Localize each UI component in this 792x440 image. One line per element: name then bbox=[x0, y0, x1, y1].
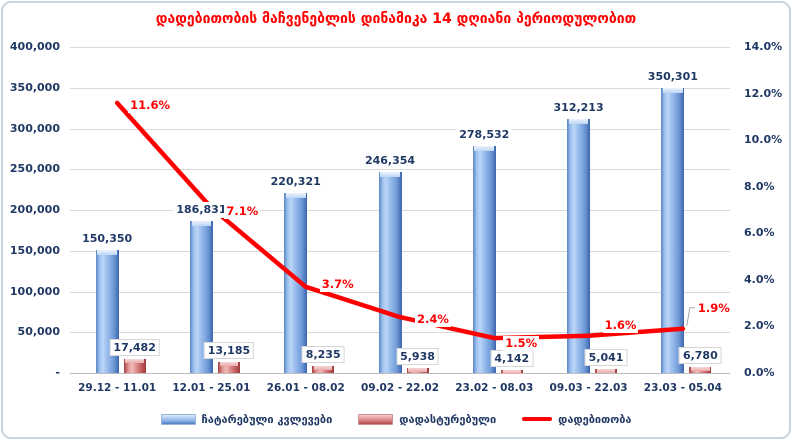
left-axis-tick: 150,000 bbox=[9, 243, 60, 257]
label-leader-line bbox=[686, 307, 695, 326]
confirmed-value-label: 6,780 bbox=[678, 347, 722, 365]
bar-tests[interactable] bbox=[567, 118, 591, 373]
right-axis-tick: 12.0% bbox=[744, 86, 783, 100]
confirmed-value-label: 5,041 bbox=[584, 348, 628, 366]
gridline bbox=[70, 128, 730, 130]
bar-confirmed[interactable] bbox=[312, 366, 335, 373]
left-axis-tick: 100,000 bbox=[9, 284, 60, 298]
right-axis-tick: 14.0% bbox=[744, 40, 783, 53]
blue-bar-swatch-icon bbox=[160, 413, 196, 425]
left-axis-tick: - bbox=[55, 366, 60, 379]
confirmed-value-label: 17,482 bbox=[109, 338, 160, 356]
positivity-percent-label: 11.6% bbox=[128, 97, 173, 113]
positivity-line[interactable] bbox=[114, 100, 686, 341]
x-axis-line bbox=[70, 373, 730, 374]
x-axis-category-label: 29.12 - 11.01 bbox=[78, 382, 157, 394]
bar-tests[interactable] bbox=[284, 193, 308, 373]
right-axis-tick: 10.0% bbox=[744, 133, 783, 147]
confirmed-value-label: 13,185 bbox=[203, 342, 255, 360]
x-axis-category-label: 26.01 - 08.02 bbox=[266, 382, 345, 394]
x-axis-category-label: 23.03 - 05.04 bbox=[643, 382, 722, 394]
left-axis-tick: 400,000 bbox=[9, 40, 60, 53]
bar-confirmed[interactable] bbox=[123, 358, 146, 373]
bar-confirmed[interactable] bbox=[217, 362, 240, 373]
bar-confirmed[interactable] bbox=[406, 368, 429, 373]
tests-value-label: 186,831 bbox=[173, 201, 230, 218]
bar-tests[interactable] bbox=[189, 220, 213, 373]
positivity-percent-label: 2.4% bbox=[415, 312, 451, 328]
positivity-percent-label: 1.9% bbox=[695, 300, 732, 316]
bar-confirmed[interactable] bbox=[595, 368, 618, 373]
gridline bbox=[70, 47, 730, 48]
legend-item-positivity[interactable]: დადებითობა bbox=[522, 413, 631, 426]
gridline bbox=[70, 87, 730, 89]
legend-item-tests[interactable]: ჩატარებული კვლევები bbox=[160, 412, 333, 426]
left-axis-tick: 200,000 bbox=[9, 203, 60, 216]
tests-value-label: 150,350 bbox=[79, 231, 136, 248]
bar-tests[interactable] bbox=[661, 87, 685, 373]
x-axis-category-label: 23.02 - 08.03 bbox=[455, 382, 534, 394]
legend-label-confirmed: დადასტურებული bbox=[399, 412, 497, 426]
tests-value-label: 220,321 bbox=[267, 174, 324, 191]
left-axis-tick: 250,000 bbox=[9, 162, 60, 176]
confirmed-value-label: 8,235 bbox=[301, 346, 345, 364]
positivity-percent-label: 7.1% bbox=[224, 203, 261, 219]
chart-title: დადებითობის მაჩვენებლის დინამიკა 14 დღია… bbox=[155, 11, 637, 27]
tests-value-label: 278,532 bbox=[456, 126, 513, 143]
left-axis-tick: 300,000 bbox=[9, 121, 60, 135]
red-line-swatch-icon bbox=[522, 416, 553, 422]
right-axis-tick: 4.0% bbox=[744, 272, 775, 286]
left-axis-tick: 50,000 bbox=[17, 325, 60, 339]
right-axis-tick: 2.0% bbox=[744, 319, 775, 333]
tests-value-label: 312,213 bbox=[550, 99, 607, 116]
x-axis-category-label: 09.03 - 22.03 bbox=[549, 382, 628, 394]
right-axis-tick: 8.0% bbox=[744, 179, 775, 193]
legend-label-positivity: დადებითობა bbox=[558, 412, 632, 426]
confirmed-value-label: 5,938 bbox=[396, 348, 439, 366]
x-axis-category-label: 09.02 - 22.02 bbox=[360, 382, 440, 394]
bar-confirmed[interactable] bbox=[500, 369, 523, 375]
gridline bbox=[70, 169, 730, 171]
right-axis-tick: 0.0% bbox=[744, 366, 775, 379]
positivity-percent-label: 3.7% bbox=[319, 276, 356, 292]
confirmed-value-label: 4,142 bbox=[490, 349, 534, 367]
tests-value-label: 246,354 bbox=[361, 153, 419, 170]
left-axis-tick: 350,000 bbox=[9, 80, 60, 94]
legend-label-tests: ჩატარებული კვლევები bbox=[201, 412, 333, 426]
right-axis-tick: 6.0% bbox=[744, 226, 775, 240]
positivity-percent-label: 1.5% bbox=[503, 336, 540, 352]
bar-tests[interactable] bbox=[378, 172, 402, 373]
bar-confirmed[interactable] bbox=[689, 367, 712, 373]
red-bar-swatch-icon bbox=[358, 413, 394, 425]
tests-value-label: 350,301 bbox=[644, 68, 701, 85]
positivity-percent-label: 1.6% bbox=[602, 317, 639, 333]
bar-tests[interactable] bbox=[472, 145, 496, 373]
legend-item-confirmed[interactable]: დადასტურებული bbox=[358, 413, 496, 426]
x-axis-category-label: 12.01 - 25.01 bbox=[172, 382, 251, 394]
legend: ჩატარებული კვლევები დადასტურებული დადები… bbox=[0, 408, 792, 430]
